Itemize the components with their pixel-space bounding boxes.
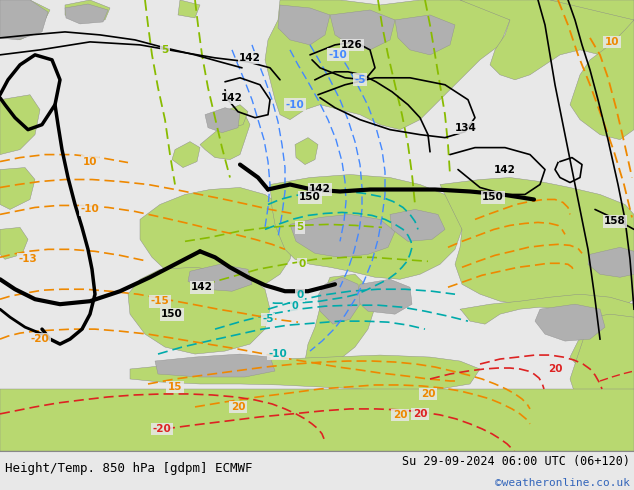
Text: 142: 142 bbox=[191, 282, 213, 292]
Text: -10: -10 bbox=[286, 100, 304, 110]
Text: -13: -13 bbox=[18, 254, 37, 264]
Polygon shape bbox=[0, 168, 35, 209]
Text: 142: 142 bbox=[239, 53, 261, 63]
Polygon shape bbox=[228, 105, 248, 128]
Polygon shape bbox=[178, 0, 200, 18]
Text: 10: 10 bbox=[605, 37, 619, 47]
Polygon shape bbox=[290, 215, 395, 257]
Polygon shape bbox=[200, 115, 250, 160]
Text: 20: 20 bbox=[548, 364, 562, 374]
Polygon shape bbox=[295, 138, 318, 165]
Text: 134: 134 bbox=[455, 122, 477, 133]
Polygon shape bbox=[355, 279, 412, 314]
Polygon shape bbox=[395, 15, 455, 55]
Text: -20: -20 bbox=[153, 424, 171, 434]
Text: -10: -10 bbox=[328, 50, 347, 60]
Polygon shape bbox=[588, 247, 634, 277]
Polygon shape bbox=[128, 267, 270, 354]
Polygon shape bbox=[278, 5, 330, 45]
Polygon shape bbox=[270, 174, 462, 279]
Polygon shape bbox=[305, 274, 375, 369]
Polygon shape bbox=[0, 227, 28, 259]
Text: 20: 20 bbox=[413, 409, 427, 419]
Text: 142: 142 bbox=[221, 93, 243, 103]
Polygon shape bbox=[550, 0, 634, 140]
Polygon shape bbox=[205, 108, 240, 133]
Polygon shape bbox=[130, 355, 480, 391]
Text: 158: 158 bbox=[604, 217, 626, 226]
Text: 20: 20 bbox=[392, 410, 407, 420]
Text: 0: 0 bbox=[296, 290, 304, 300]
Text: 5: 5 bbox=[296, 222, 304, 232]
Polygon shape bbox=[65, 4, 108, 24]
Text: 0: 0 bbox=[292, 301, 299, 311]
Text: -5: -5 bbox=[262, 314, 274, 324]
Polygon shape bbox=[440, 177, 634, 309]
Polygon shape bbox=[65, 0, 110, 22]
Polygon shape bbox=[330, 10, 395, 50]
Polygon shape bbox=[535, 304, 605, 341]
Text: 150: 150 bbox=[482, 193, 504, 202]
Text: -5: -5 bbox=[354, 75, 366, 85]
Text: -15: -15 bbox=[151, 296, 169, 306]
Text: 10: 10 bbox=[83, 157, 97, 167]
Polygon shape bbox=[188, 264, 252, 291]
Polygon shape bbox=[570, 314, 634, 421]
Polygon shape bbox=[265, 0, 510, 130]
Text: -10: -10 bbox=[269, 349, 287, 359]
Polygon shape bbox=[0, 0, 50, 40]
Polygon shape bbox=[460, 0, 634, 80]
Polygon shape bbox=[460, 294, 634, 384]
Text: 0: 0 bbox=[299, 259, 306, 270]
Text: Su 29-09-2024 06:00 UTC (06+120): Su 29-09-2024 06:00 UTC (06+120) bbox=[402, 455, 630, 468]
Text: 142: 142 bbox=[309, 185, 331, 195]
Text: -10: -10 bbox=[81, 204, 100, 215]
Polygon shape bbox=[0, 0, 48, 40]
Polygon shape bbox=[390, 209, 445, 242]
Polygon shape bbox=[155, 354, 275, 377]
Polygon shape bbox=[0, 95, 40, 154]
Text: 20: 20 bbox=[421, 389, 436, 399]
Text: 150: 150 bbox=[161, 309, 183, 319]
Text: 142: 142 bbox=[494, 165, 516, 174]
Polygon shape bbox=[0, 389, 634, 451]
Text: ©weatheronline.co.uk: ©weatheronline.co.uk bbox=[495, 478, 630, 488]
Text: 5: 5 bbox=[162, 45, 169, 55]
Polygon shape bbox=[172, 142, 200, 168]
Text: 15: 15 bbox=[168, 382, 182, 392]
Text: Height/Temp. 850 hPa [gdpm] ECMWF: Height/Temp. 850 hPa [gdpm] ECMWF bbox=[5, 462, 252, 475]
Text: -20: -20 bbox=[30, 334, 49, 344]
Polygon shape bbox=[318, 277, 360, 324]
Text: 150: 150 bbox=[299, 193, 321, 202]
Text: 20: 20 bbox=[231, 402, 245, 412]
Polygon shape bbox=[140, 188, 295, 294]
Text: 126: 126 bbox=[341, 40, 363, 50]
